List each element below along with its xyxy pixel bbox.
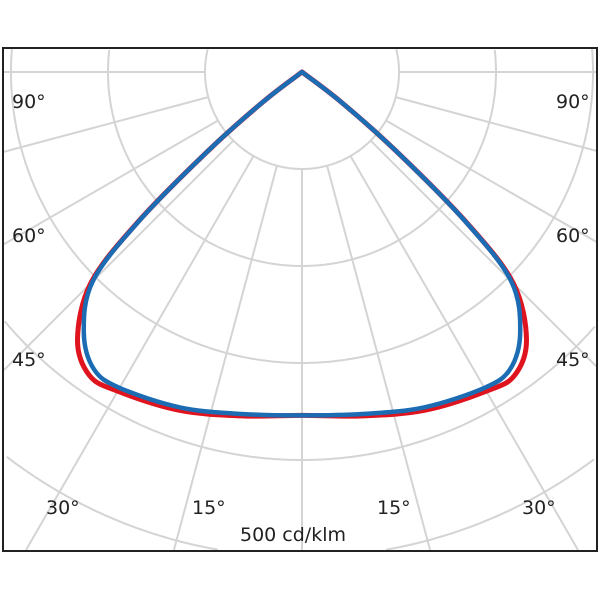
angle-label-right-90: 90° [556, 91, 590, 113]
angle-label-right-45: 45° [556, 349, 590, 371]
grid-radial--60 [4, 119, 219, 245]
angle-label-bottom-30-left: 30° [46, 497, 80, 519]
grid-radial-15 [326, 165, 432, 550]
grid-ring-1 [204, 49, 400, 170]
grid-radial-45 [369, 139, 596, 367]
series-2-curve [81, 69, 523, 418]
angle-label-bottom-30-right: 30° [522, 497, 556, 519]
grid-radial--45 [4, 139, 235, 371]
polar-plot [4, 49, 596, 550]
grid-radial--75 [4, 96, 209, 153]
angle-label-bottom-15-right: 15° [377, 497, 411, 519]
grid-ring-2 [107, 49, 497, 267]
grid-ring-4 [4, 320, 596, 461]
angle-label-bottom-15-left: 15° [192, 497, 226, 519]
angle-label-right-60: 60° [556, 225, 590, 247]
angle-label-left-90: 90° [12, 91, 46, 113]
scale-label: 500 cd/klm [240, 524, 347, 546]
grid-ring-3 [10, 49, 594, 364]
grid-radial-60 [385, 119, 596, 243]
grid-radial--30 [25, 155, 255, 550]
grid-radial--15 [172, 165, 278, 550]
angle-label-left-60: 60° [12, 225, 46, 247]
grid-radial-30 [349, 155, 579, 550]
angle-label-left-45: 45° [12, 349, 46, 371]
grid-radial-75 [395, 96, 596, 152]
grid-ring-5 [6, 456, 595, 550]
polar-chart: 90° 60° 45° 90° 60° 45° 30° 15° 15° 30° … [2, 47, 598, 552]
